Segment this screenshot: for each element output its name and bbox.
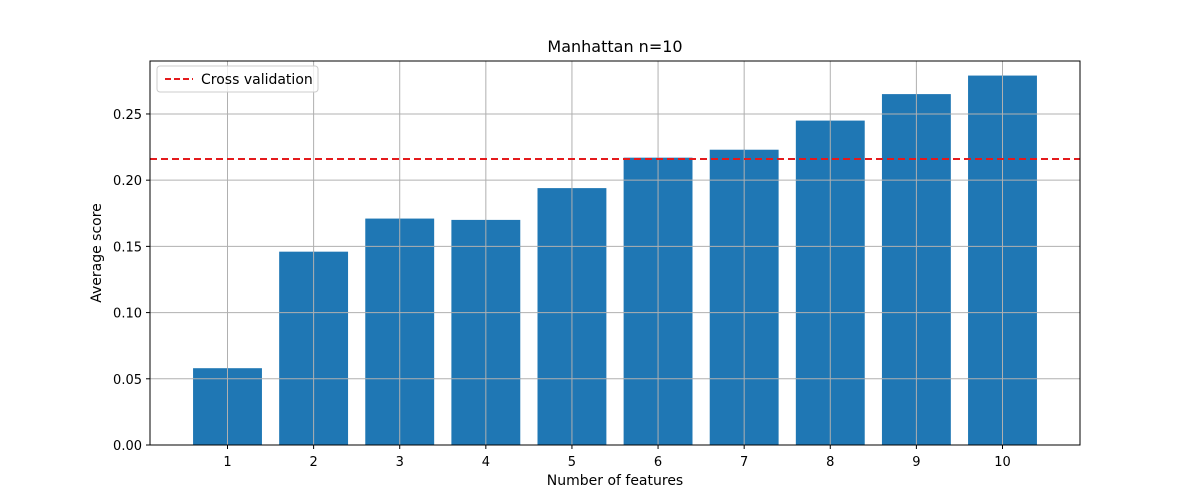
x-tick-label: 8 [826, 455, 834, 470]
y-axis-ticks: 0.00 0.05 0.10 0.15 0.20 0.25 [113, 108, 150, 454]
x-tick-label: 3 [396, 455, 404, 470]
legend: Cross validation [156, 65, 319, 93]
plot-area-frame [149, 60, 1081, 446]
legend-box [156, 65, 319, 93]
legend-label-cross-validation: Cross validation [201, 72, 313, 88]
x-axis-ticks: 1 2 3 4 5 6 7 8 9 10 [223, 445, 1011, 470]
chart-title: Manhattan n=10 [547, 37, 682, 56]
x-tick-label: 1 [223, 455, 231, 470]
x-axis-label: Number of features [547, 473, 683, 489]
y-tick-label: 0.10 [113, 307, 142, 322]
x-tick-label: 6 [654, 455, 662, 470]
x-tick-label: 4 [482, 455, 490, 470]
y-tick-label: 0.15 [113, 240, 142, 255]
x-tick-label: 10 [994, 455, 1011, 470]
y-tick-label: 0.05 [113, 373, 142, 388]
y-tick-label: 0.00 [113, 439, 142, 454]
y-tick-label: 0.20 [113, 174, 142, 189]
x-tick-label: 5 [568, 455, 576, 470]
y-tick-label: 0.25 [113, 108, 142, 123]
bars [193, 75, 1037, 446]
x-tick-label: 2 [309, 455, 317, 470]
x-tick-label: 7 [740, 455, 748, 470]
y-axis-label: Average score [89, 203, 105, 303]
x-tick-label: 9 [912, 455, 920, 470]
